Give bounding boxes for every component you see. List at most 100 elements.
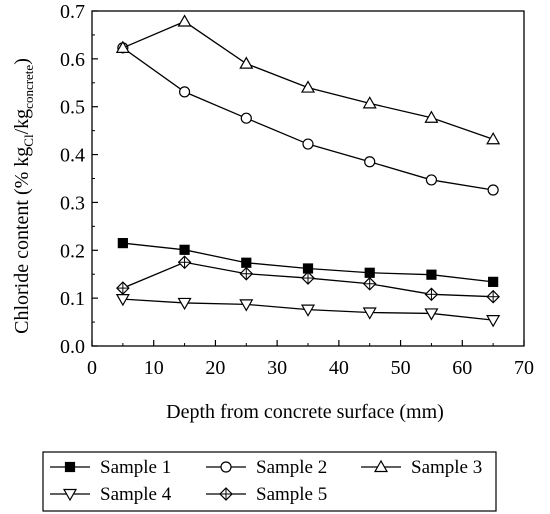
y-tick-label: 0.6 bbox=[60, 49, 85, 71]
data-point bbox=[486, 315, 501, 328]
marker-triangle-down bbox=[177, 297, 192, 311]
y-tick-label: 0.3 bbox=[60, 192, 85, 214]
data-point bbox=[426, 269, 437, 280]
series-5 bbox=[116, 255, 500, 304]
data-point bbox=[239, 56, 254, 69]
legend-item-5: Sample 5 bbox=[206, 484, 327, 505]
series-layer bbox=[115, 14, 501, 328]
marker-triangle-down bbox=[62, 488, 78, 502]
axes: 0 10 20 30 40 50 60 70 0.0 0.1 0.2 0.3 0.4 0.5 0.6 0.7 bbox=[60, 1, 534, 379]
x-tick-label: 0 bbox=[87, 357, 97, 379]
legend-item-3: Sample 3 bbox=[361, 457, 482, 478]
data-point bbox=[486, 132, 501, 145]
data-point bbox=[362, 307, 377, 320]
legend-item-4: Sample 4 bbox=[50, 484, 172, 505]
legend-marker bbox=[219, 487, 233, 501]
marker-triangle-down bbox=[486, 315, 501, 328]
y-axis-title-end: ) bbox=[11, 58, 33, 65]
y-axis-title-sub-cl: Cl bbox=[21, 134, 36, 147]
series-4 bbox=[115, 294, 501, 328]
legend-item-2: Sample 2 bbox=[206, 457, 327, 478]
marker-circle bbox=[240, 112, 252, 124]
y-tick-label: 0.2 bbox=[60, 240, 85, 262]
marker-triangle-down bbox=[239, 299, 254, 312]
data-point bbox=[486, 289, 500, 304]
marker-square bbox=[64, 461, 76, 473]
data-point bbox=[239, 299, 254, 312]
legend-label: Sample 2 bbox=[256, 457, 327, 478]
x-tick-label: 10 bbox=[144, 357, 164, 379]
marker-square bbox=[364, 267, 375, 278]
marker-square bbox=[241, 257, 252, 268]
data-point bbox=[240, 112, 252, 124]
marker-circle bbox=[487, 184, 499, 196]
marker-triangle-up bbox=[486, 132, 501, 145]
marker-triangle-up bbox=[239, 56, 254, 69]
data-point bbox=[301, 271, 315, 285]
data-point bbox=[241, 257, 252, 268]
data-point bbox=[488, 276, 499, 287]
data-point bbox=[177, 255, 192, 270]
marker-triangle-up bbox=[177, 14, 192, 27]
y-axis-title: Chloride content (% kgCl/kgconcrete) bbox=[11, 58, 36, 334]
marker-triangle-up bbox=[373, 459, 389, 473]
legend-marker bbox=[64, 461, 76, 473]
data-point bbox=[117, 238, 128, 249]
x-tick-label: 30 bbox=[267, 357, 287, 379]
y-tick-label: 0.0 bbox=[60, 336, 85, 358]
marker-triangle-down bbox=[424, 308, 439, 321]
marker-triangle-down bbox=[362, 307, 377, 320]
marker-square bbox=[117, 238, 128, 249]
x-axis-title: Depth from concrete surface (mm) bbox=[166, 401, 444, 423]
data-point bbox=[424, 287, 439, 302]
data-point bbox=[177, 297, 192, 311]
data-point bbox=[487, 184, 499, 196]
marker-circle bbox=[364, 156, 376, 168]
marker-circle bbox=[178, 86, 191, 98]
data-point bbox=[178, 86, 191, 98]
marker-circle bbox=[425, 174, 438, 186]
marker-square bbox=[179, 244, 190, 255]
legend-marker bbox=[220, 461, 232, 473]
y-axis-title-sub-concrete: concrete bbox=[21, 65, 36, 109]
y-tick-label: 0.4 bbox=[60, 145, 85, 167]
y-axis-title-mid: /kg bbox=[11, 109, 33, 135]
marker-triangle-up bbox=[424, 110, 439, 123]
marker-triangle-down bbox=[300, 304, 316, 317]
series-line bbox=[122, 47, 494, 191]
x-tick-label: 50 bbox=[391, 357, 411, 379]
data-point bbox=[424, 110, 439, 123]
y-axis-title-main: Chloride content (% kg bbox=[11, 147, 33, 334]
data-point bbox=[300, 304, 316, 317]
data-point bbox=[362, 276, 377, 291]
legend-item-1: Sample 1 bbox=[50, 457, 171, 478]
data-point bbox=[364, 156, 376, 168]
marker-square bbox=[426, 269, 437, 280]
marker-triangle-up bbox=[362, 96, 377, 109]
x-tick-label: 70 bbox=[514, 357, 534, 379]
data-point bbox=[362, 96, 377, 109]
marker-circle bbox=[302, 138, 314, 150]
marker-triangle-up bbox=[300, 80, 316, 93]
data-point bbox=[116, 281, 130, 295]
legend-label: Sample 1 bbox=[100, 457, 171, 478]
legend-label: Sample 4 bbox=[100, 484, 172, 505]
x-tick-label: 40 bbox=[329, 357, 349, 379]
y-tick-label: 0.5 bbox=[60, 97, 85, 119]
series-2 bbox=[117, 42, 499, 196]
data-point bbox=[177, 14, 192, 27]
data-point bbox=[425, 174, 438, 186]
series-3 bbox=[115, 14, 501, 145]
legend-label: Sample 3 bbox=[411, 457, 482, 478]
data-point bbox=[300, 80, 316, 93]
data-point bbox=[424, 308, 439, 321]
legend-marker bbox=[373, 459, 389, 473]
legend-label: Sample 5 bbox=[256, 484, 327, 505]
data-point bbox=[302, 138, 314, 150]
data-point bbox=[115, 40, 130, 53]
marker-circle bbox=[220, 461, 232, 473]
legend-marker bbox=[62, 488, 78, 502]
marker-square bbox=[488, 276, 499, 287]
legend-box bbox=[42, 451, 497, 512]
